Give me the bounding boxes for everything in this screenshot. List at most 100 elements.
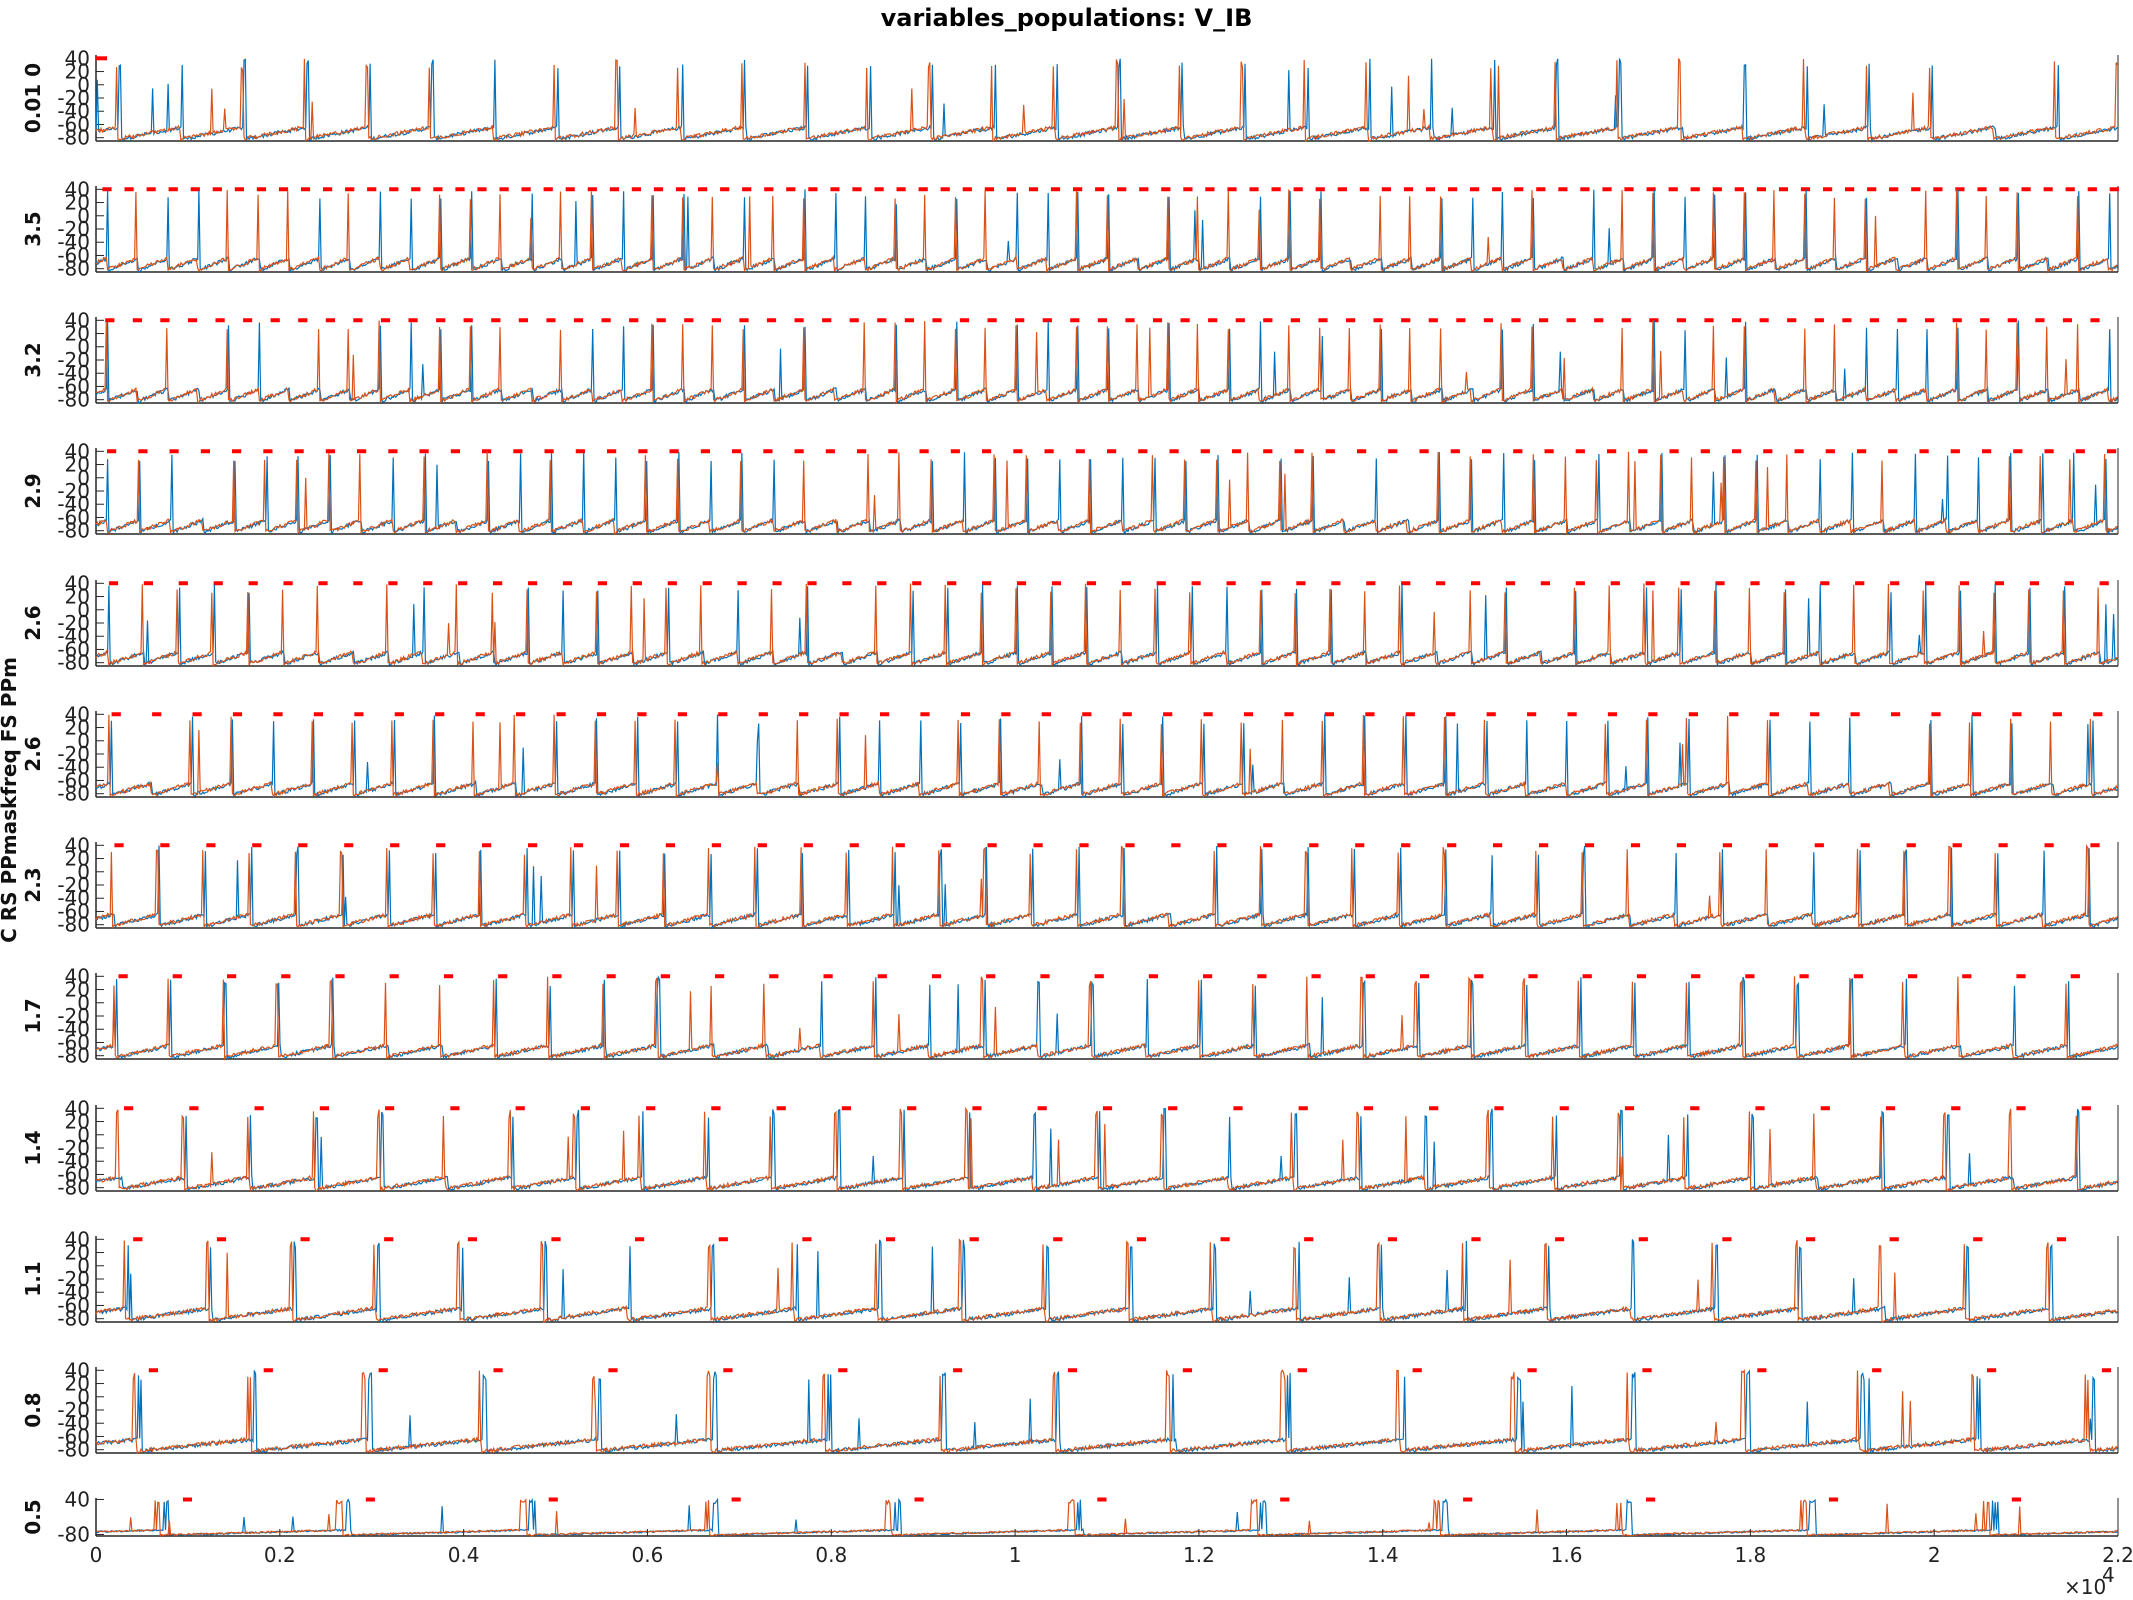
- y-tick-label: -40: [57, 99, 90, 123]
- y-tick-label: -20: [57, 873, 90, 897]
- panel-side-label: 1.4: [21, 1130, 45, 1165]
- y-tick-label: 40: [65, 439, 90, 463]
- y-tick-label: -80: [57, 913, 90, 937]
- y-tick-label: -60: [57, 637, 90, 661]
- y-tick-label: 40: [65, 833, 90, 857]
- x-tick-label: 0: [90, 1543, 103, 1567]
- y-tick-label: -40: [57, 1280, 90, 1304]
- y-tick-label: 40: [65, 1227, 90, 1251]
- y-tick-label: -40: [57, 361, 90, 385]
- y-tick-label: -20: [57, 217, 90, 241]
- panel-side-label: 3.5: [21, 211, 45, 246]
- y-tick-label: -60: [57, 1424, 90, 1448]
- y-tick-label: 20: [65, 453, 90, 477]
- y-tick-label: 20: [65, 1241, 90, 1265]
- y-tick-label: -80: [57, 782, 90, 806]
- voltage-series-1: [95, 1497, 2118, 1537]
- y-tick-label: 0: [77, 73, 90, 97]
- y-tick-label: 0: [77, 860, 90, 884]
- y-tick-label: -60: [57, 899, 90, 923]
- y-tick-label: -40: [57, 624, 90, 648]
- panel-side-label: 2.6: [21, 605, 45, 640]
- voltage-series-1: [95, 320, 2118, 404]
- y-tick-label: 40: [65, 571, 90, 595]
- panel-side-label: 0.01 0: [21, 63, 45, 133]
- y-tick-label: -60: [57, 1293, 90, 1317]
- x-tick-label: 1.6: [1551, 1543, 1583, 1567]
- voltage-series-1: [95, 845, 2118, 930]
- voltage-series-2: [95, 1238, 2118, 1324]
- voltage-series-2: [95, 320, 2118, 405]
- y-tick-label: -80: [57, 388, 90, 412]
- panel-side-label: 1.1: [21, 1261, 45, 1296]
- x-tick-label: 1.4: [1367, 1543, 1399, 1567]
- y-tick-label: 40: [65, 1096, 90, 1120]
- panel-side-label: 2.3: [21, 867, 45, 902]
- y-tick-label: -80: [57, 1438, 90, 1462]
- x-tick-label: 1.8: [1734, 1543, 1766, 1567]
- y-tick-label: -20: [57, 1267, 90, 1291]
- y-tick-label: 40: [65, 177, 90, 201]
- y-tick-label: 0: [77, 729, 90, 753]
- voltage-series-2: [95, 583, 2118, 668]
- y-tick-label: -40: [57, 230, 90, 254]
- y-tick-label: -20: [57, 1004, 90, 1028]
- y-tick-label: -80: [57, 126, 90, 150]
- y-tick-label: -20: [57, 1398, 90, 1422]
- y-tick-label: 20: [65, 847, 90, 871]
- y-tick-label: -80: [57, 651, 90, 675]
- voltage-series-1: [96, 1369, 2118, 1455]
- voltage-series-1: [95, 975, 2118, 1062]
- y-tick-label: 0: [77, 598, 90, 622]
- voltage-series-2: [95, 714, 2118, 799]
- y-tick-label: -60: [57, 768, 90, 792]
- y-tick-label: -80: [57, 1307, 90, 1331]
- y-tick-label: -60: [57, 374, 90, 398]
- y-tick-label: 40: [65, 964, 90, 988]
- voltage-series-2: [95, 1498, 2118, 1538]
- panel-side-label: 1.7: [21, 998, 45, 1033]
- y-tick-label: 20: [65, 978, 90, 1002]
- voltage-series-2: [95, 1368, 2118, 1455]
- y-tick-label: 40: [65, 308, 90, 332]
- y-tick-label: 20: [65, 585, 90, 609]
- y-tick-label: 0: [77, 1385, 90, 1409]
- x-exponent-power: 4: [2102, 1563, 2115, 1587]
- y-tick-label: -40: [57, 1411, 90, 1435]
- y-tick-label: -40: [57, 1017, 90, 1041]
- y-tick-label: -20: [57, 611, 90, 635]
- y-tick-label: 0: [77, 1254, 90, 1278]
- x-tick-label: 2: [1928, 1543, 1941, 1567]
- x-tick-label: 0.8: [815, 1543, 847, 1567]
- x-tick-label: 1: [1009, 1543, 1022, 1567]
- y-tick-label: 20: [65, 322, 90, 346]
- y-tick-label: 40: [65, 46, 90, 70]
- panel-side-label: 3.2: [21, 342, 45, 377]
- voltage-series-2: [95, 1106, 2118, 1193]
- voltage-series-2: [95, 189, 2118, 274]
- y-tick-label: -40: [57, 886, 90, 910]
- y-tick-label: 40: [65, 702, 90, 726]
- voltage-series-2: [95, 58, 2118, 143]
- voltage-series-2: [95, 451, 2118, 536]
- y-tick-label: 20: [65, 191, 90, 215]
- panel-side-label: 2.6: [21, 736, 45, 771]
- y-tick-label: 40: [65, 1487, 90, 1511]
- voltage-series-1: [95, 189, 2118, 274]
- y-tick-label: 20: [65, 60, 90, 84]
- x-tick-label: 0.6: [632, 1543, 664, 1567]
- y-tick-label: 0: [77, 1123, 90, 1147]
- panel-side-label: 0.5: [21, 1499, 45, 1534]
- y-tick-label: -80: [57, 519, 90, 543]
- figure-side-label: C RS PPmaskfreq FS PPm: [0, 657, 21, 943]
- y-tick-label: -60: [57, 505, 90, 529]
- y-tick-label: -20: [57, 742, 90, 766]
- voltage-series-1: [95, 58, 2118, 144]
- y-tick-label: 20: [65, 716, 90, 740]
- y-tick-label: 0: [77, 335, 90, 359]
- figure-title: variables_populations: V_IB: [880, 4, 1253, 32]
- y-tick-label: -80: [57, 1523, 90, 1547]
- y-tick-label: -20: [57, 479, 90, 503]
- y-tick-label: -40: [57, 492, 90, 516]
